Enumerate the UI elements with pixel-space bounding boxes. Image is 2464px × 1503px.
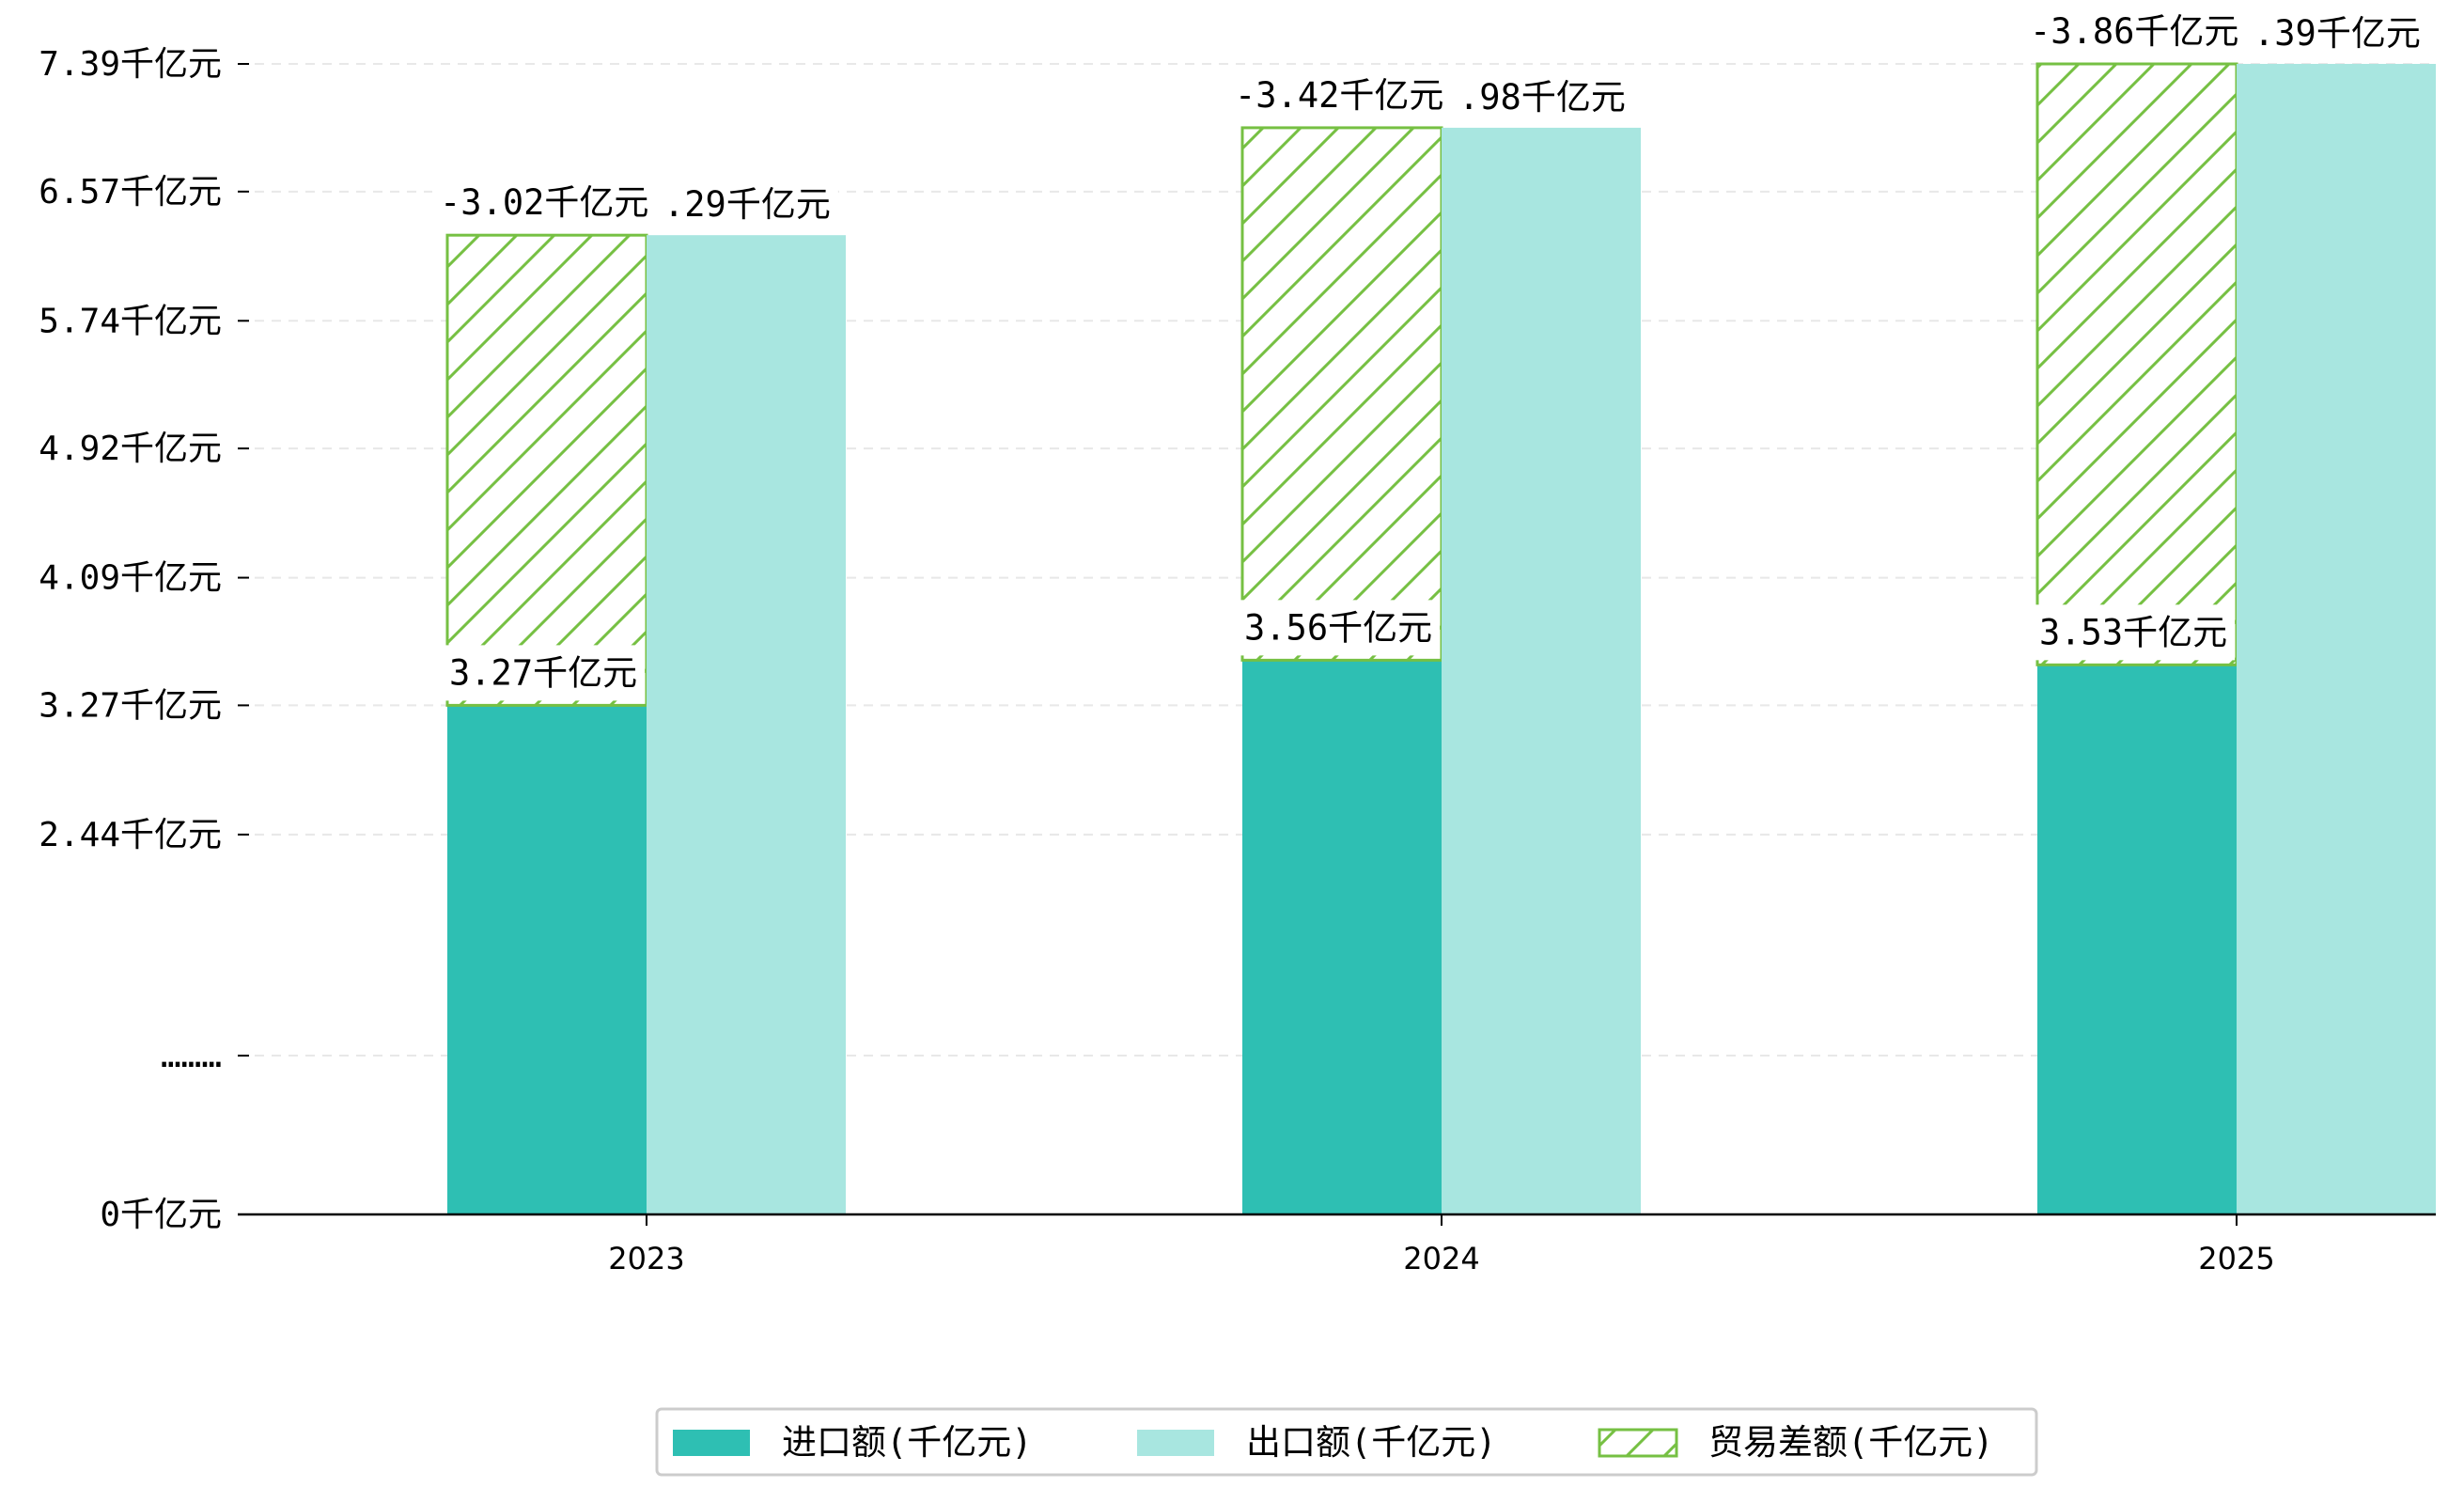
trade-balance-value-label: -3.02千亿元 [440, 182, 648, 223]
trade-balance-value-label-group: -3.42千亿元 [1227, 67, 1452, 123]
export-bar [647, 235, 846, 1215]
y-tick-label: 5.74千亿元 [39, 302, 222, 340]
x-tick-label: 2023 [608, 1241, 684, 1276]
import-value-label-background [2032, 604, 2236, 661]
import-value-label-group: 3.56千亿元 [1237, 600, 1441, 656]
y-tick-label: 7.39千亿元 [39, 45, 222, 84]
export-value-label: .39千亿元 [2253, 13, 2421, 54]
y-tick-label: 0千亿元 [100, 1196, 222, 1234]
import-value-label-group: 3.53千亿元 [2032, 604, 2236, 661]
import-value-label-background [1237, 600, 1441, 656]
legend: 进口额(千亿元) 出口额(千亿元) 贸易差额(千亿元) [655, 1407, 2038, 1477]
trade-balance-bar [445, 233, 648, 707]
y-tick-label: 3.27千亿元 [39, 686, 222, 725]
export-value-label: .29千亿元 [663, 184, 831, 225]
import-bar [447, 705, 647, 1214]
y-tick-label: 6.57千亿元 [39, 173, 222, 211]
trade-balance-value-label-background [432, 175, 657, 231]
y-tick-label: 4.92千亿元 [39, 430, 222, 468]
legend-box [655, 1407, 2038, 1477]
x-tick-label: 2025 [2198, 1241, 2274, 1276]
import-value-label: 3.56千亿元 [1244, 607, 1432, 648]
y-tick-label: 4.09千亿元 [39, 559, 222, 598]
export-value-label: .98千亿元 [1458, 77, 1626, 117]
legend-swatch [1137, 1430, 1214, 1456]
import-value-label: 3.27千亿元 [449, 652, 637, 693]
export-value-label-background [2246, 6, 2428, 61]
import-bar [1242, 660, 1442, 1214]
data-labels: .29千亿元 -3.02千亿元 3.27千亿元 .98千亿元 -3.42千亿元 3.56千… [432, 4, 2428, 701]
export-value-label-group: .98千亿元 [1451, 69, 1633, 125]
bars [445, 62, 2436, 1215]
legend-label: 出口额(千亿元) [1246, 1422, 1497, 1463]
trade-balance-value-label-group: -3.02千亿元 [432, 175, 657, 231]
x-tick-label: 2024 [1403, 1241, 1479, 1276]
legend-label: 进口额(千亿元) [782, 1422, 1033, 1463]
import-value-label-background [442, 645, 646, 701]
trade-balance-value-label-background [1227, 67, 1452, 123]
export-bar [2237, 64, 2436, 1214]
legend-swatch [1598, 1428, 1678, 1458]
import-value-label-group: 3.27千亿元 [442, 645, 646, 701]
export-value-label-group: .39千亿元 [2246, 6, 2428, 61]
legend-swatch [673, 1430, 750, 1456]
axes: 0千亿元 ……… 2.44千亿元 3.27千亿元 4.09千亿元 4.92千亿元 5.74千… [39, 45, 2436, 1276]
trade-balance-value-label: -3.42千亿元 [1235, 75, 1443, 116]
y-tick-label: 2.44千亿元 [39, 816, 222, 854]
export-value-label-background [656, 177, 838, 233]
trade-balance-value-label-background [2022, 4, 2247, 59]
y-tick-label: ……… [161, 1037, 222, 1075]
export-value-label-background [1451, 69, 1633, 125]
trade-balance-bar [1240, 126, 1443, 662]
trade-balance-bar [2035, 62, 2238, 666]
export-bar [1442, 127, 1641, 1215]
import-bar [2037, 665, 2237, 1214]
legend-label: 贸易差额(千亿元) [1708, 1422, 1994, 1463]
import-value-label: 3.53千亿元 [2039, 612, 2227, 652]
export-value-label-group: .29千亿元 [656, 177, 838, 233]
trade-balance-value-label: -3.86千亿元 [2030, 11, 2238, 52]
trade-balance-value-label-group: -3.86千亿元 [2022, 4, 2247, 59]
